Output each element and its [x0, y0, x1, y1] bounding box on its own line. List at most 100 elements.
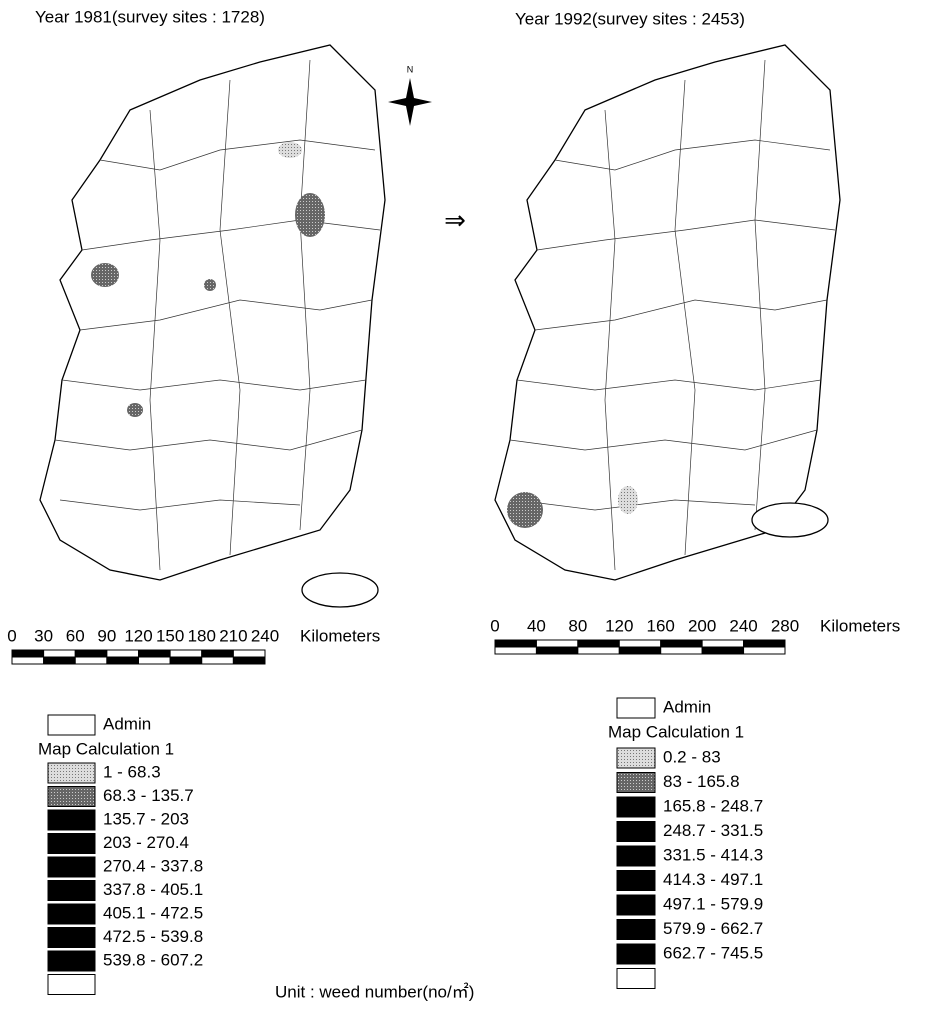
- unit-note: Unit : weed number(no/㎡): [275, 982, 474, 1001]
- scale-unit: Kilometers: [820, 616, 900, 635]
- legend-swatch: [617, 797, 655, 817]
- legend-swatch: [48, 810, 95, 830]
- legend-label: 662.7 - 745.5: [663, 943, 763, 962]
- legend-label: 203 - 270.4: [103, 833, 189, 852]
- scale-segment: [536, 647, 577, 654]
- legend-swatch: [48, 951, 95, 971]
- scale-label: 180: [188, 626, 216, 645]
- legend-label: 0.2 - 83: [663, 747, 721, 766]
- scale-segment: [202, 657, 234, 664]
- scale-label: 160: [647, 616, 675, 635]
- scale-label: 40: [527, 616, 546, 635]
- compass: N: [388, 64, 432, 126]
- legend-label: 270.4 - 337.8: [103, 856, 203, 875]
- scale-unit: Kilometers: [300, 626, 380, 645]
- scale-segment: [702, 640, 743, 647]
- legend-swatch: [48, 715, 95, 735]
- scale-segment: [44, 650, 76, 657]
- legend-label: 405.1 - 472.5: [103, 903, 203, 922]
- legend-label: 331.5 - 414.3: [663, 845, 763, 864]
- scale-segment: [233, 657, 265, 664]
- legend-label: 414.3 - 497.1: [663, 870, 763, 889]
- legend-swatch: [48, 928, 95, 948]
- legend-label: 165.8 - 248.7: [663, 796, 763, 815]
- legend-label: 497.1 - 579.9: [663, 894, 763, 913]
- scale-label: 150: [156, 626, 184, 645]
- legend-swatch: [48, 881, 95, 901]
- scale-segment: [536, 640, 577, 647]
- scale-segment: [107, 650, 139, 657]
- scale-label: 240: [729, 616, 757, 635]
- legend-swatch: [48, 904, 95, 924]
- scale-label: 60: [66, 626, 85, 645]
- scale-segment: [75, 657, 107, 664]
- scale-segment: [170, 650, 202, 657]
- scale-label: 240: [251, 626, 279, 645]
- scale-label: 0: [7, 626, 16, 645]
- legend-swatch: [617, 748, 655, 768]
- scale-segment: [578, 640, 619, 647]
- scale-label: 280: [771, 616, 799, 635]
- legend-label: 83 - 165.8: [663, 772, 740, 791]
- legend-swatch: [617, 895, 655, 915]
- scale-label: 30: [34, 626, 53, 645]
- scale-label: 120: [605, 616, 633, 635]
- legend-label: 135.7 - 203: [103, 809, 189, 828]
- scale-label: 0: [490, 616, 499, 635]
- legend-heading: Map Calculation 1: [38, 739, 174, 758]
- scale-segment: [233, 650, 265, 657]
- legend-label: Admin: [103, 714, 151, 733]
- scale-label: 90: [97, 626, 116, 645]
- legend-label: Admin: [663, 697, 711, 716]
- scale-segment: [661, 640, 702, 647]
- scale-segment: [139, 657, 171, 664]
- scale-segment: [44, 657, 76, 664]
- legend-swatch: [617, 871, 655, 891]
- arrow: ⇒: [444, 205, 466, 235]
- legend-swatch: [48, 787, 95, 807]
- legend-swatch: [48, 975, 95, 995]
- legend-label: 539.8 - 607.2: [103, 950, 203, 969]
- legend-swatch: [617, 822, 655, 842]
- scale-label: 210: [219, 626, 247, 645]
- legend-swatch: [617, 944, 655, 964]
- scale-segment: [107, 657, 139, 664]
- legend-label: 68.3 - 135.7: [103, 786, 194, 805]
- figure: Year 1981(survey sites : 1728) Year 1992…: [0, 0, 927, 1024]
- legend-swatch: [48, 763, 95, 783]
- scale-segment: [139, 650, 171, 657]
- scale-label: 80: [568, 616, 587, 635]
- scale-segment: [495, 640, 536, 647]
- legend-swatch: [617, 698, 655, 718]
- scale-segment: [702, 647, 743, 654]
- legend-swatch: [48, 857, 95, 877]
- scale-segment: [202, 650, 234, 657]
- panel-title: Year 1981(survey sites : 1728): [35, 7, 265, 26]
- legend-heading: Map Calculation 1: [608, 722, 744, 741]
- legend-swatch: [48, 834, 95, 854]
- scale-segment: [12, 650, 44, 657]
- scale-segment: [495, 647, 536, 654]
- scale-segment: [619, 640, 660, 647]
- scale-segment: [170, 657, 202, 664]
- legend-swatch: [617, 846, 655, 866]
- scale-segment: [75, 650, 107, 657]
- map-1981: [40, 45, 385, 607]
- legend-label: 1 - 68.3: [103, 762, 161, 781]
- legend-label: 337.8 - 405.1: [103, 880, 203, 899]
- scale-segment: [12, 657, 44, 664]
- scale-label: 120: [124, 626, 152, 645]
- legend-swatch: [617, 773, 655, 793]
- scale-segment: [578, 647, 619, 654]
- legend-swatch: [617, 969, 655, 989]
- scale-segment: [744, 647, 785, 654]
- legend-label: 579.9 - 662.7: [663, 919, 763, 938]
- scale-segment: [661, 647, 702, 654]
- legend-label: 248.7 - 331.5: [663, 821, 763, 840]
- map-1992: [495, 45, 840, 580]
- scale-segment: [744, 640, 785, 647]
- scale-segment: [619, 647, 660, 654]
- compass-label: N: [407, 64, 414, 74]
- scale-label: 200: [688, 616, 716, 635]
- legend-swatch: [617, 920, 655, 940]
